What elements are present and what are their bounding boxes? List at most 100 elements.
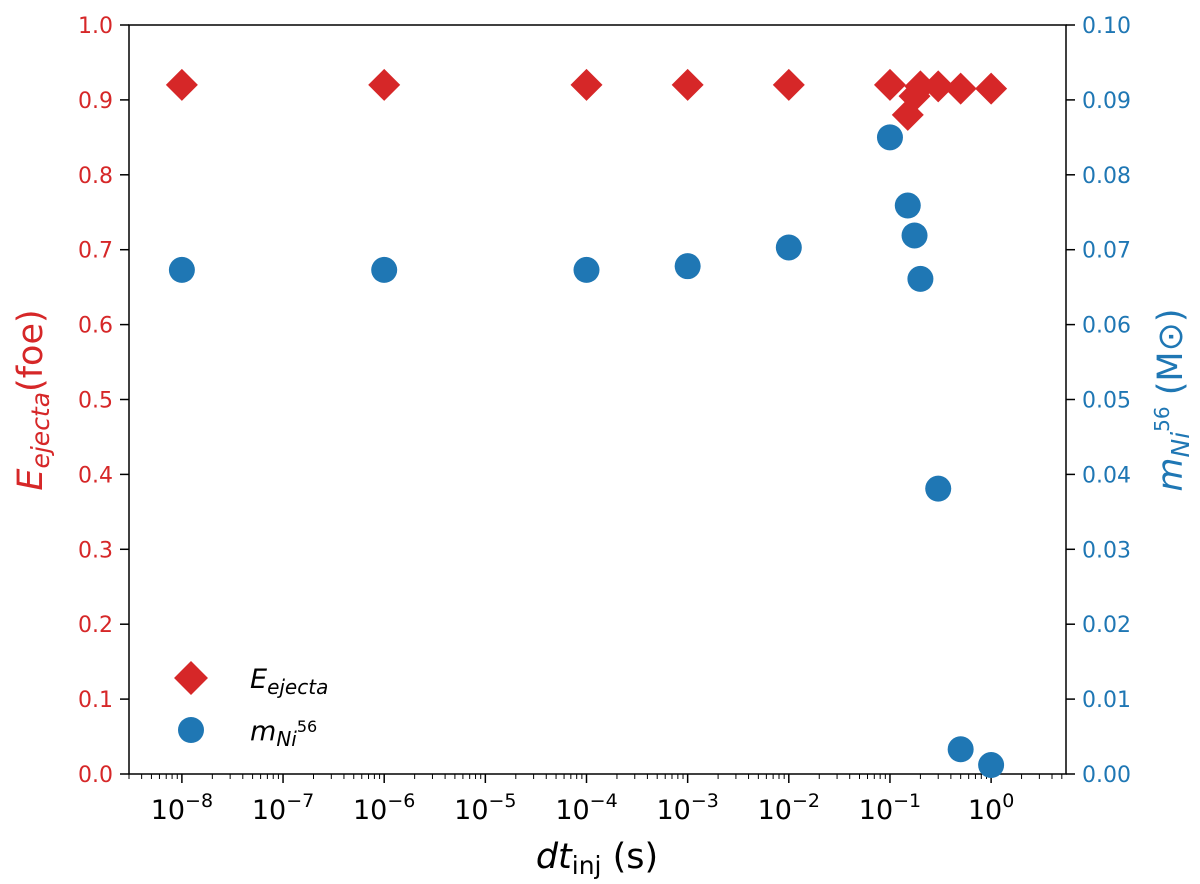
right-tick-label: 0.10 [1082,14,1131,39]
legend-marker-e-ejecta [174,661,208,695]
x-tick-label-base: 10 [758,795,792,826]
x-tick-label-base: 10 [353,795,387,826]
right-tick-label: 0.08 [1082,164,1131,189]
x-tick-label: 10−8 [151,790,213,826]
e-ejecta-point [165,68,198,101]
m-ni56-point [371,256,398,283]
series-layer [165,68,1008,779]
right-tick-label: 0.02 [1082,613,1131,638]
m-ni56-point [573,256,600,283]
left-axis-title-sub: ejecta [26,392,55,469]
left-axis-title-unit: (foe) [11,309,51,392]
left-tick-label: 0.9 [78,89,113,114]
x-tick-label-exp: −2 [792,790,820,812]
x-axis-title: dtinj (s) [536,837,658,880]
left-tick-label: 0.5 [78,389,113,414]
left-axis-ticks: 0.0 0.1 0.2 0.3 0.4 0.5 0.6 0.7 0.8 0.9 1.0 [78,14,129,788]
x-tick-label-base: 10 [555,795,589,826]
right-tick-label: 0.04 [1082,463,1131,488]
left-tick-label: 0.2 [78,613,113,638]
left-tick-label: 0.6 [78,314,113,339]
e-ejecta-point [975,72,1008,105]
x-tick-label: 10−5 [454,790,516,826]
x-axis-title-sub: inj [572,851,602,880]
x-tick-label-exp: −3 [691,790,719,812]
x-tick-label-base: 10 [151,795,185,826]
x-tick-label: 10−7 [252,790,314,826]
x-tick-label-base: 10 [454,795,488,826]
m-ni56-point [925,475,952,502]
left-tick-label: 0.7 [78,239,113,264]
right-tick-label: 0.06 [1082,314,1131,339]
x-tick-label-base: 10 [859,795,893,826]
legend-e-main: E [250,664,267,695]
e-ejecta-point [772,68,805,101]
x-tick-label: 100 [968,790,1014,826]
left-axis-title: Eejecta(foe) [11,309,55,490]
right-tick-label: 0.00 [1082,763,1131,788]
x-tick-label-base: 10 [968,795,1002,826]
x-tick-label-exp: −8 [185,790,213,812]
left-axis-title-main: E [11,468,51,491]
right-tick-label: 0.03 [1082,538,1131,563]
legend-m-sub: Ni [276,727,297,751]
legend-label-e-ejecta: Eejecta [250,664,328,699]
left-tick-label: 0.3 [78,538,113,563]
e-ejecta-point [904,70,937,103]
e-ejecta-point [922,70,955,103]
right-axis-title-sub: Ni [1166,432,1195,458]
m-ni56-point [674,253,701,280]
legend-m-main: m [250,716,276,747]
right-tick-label: 0.07 [1082,239,1131,264]
x-tick-label-exp: −7 [286,790,314,812]
plot-area [128,24,1067,775]
legend-marker-m-ni56 [178,717,204,743]
x-tick-label-exp: −6 [387,790,415,812]
m-ni56-point [907,265,934,292]
m-ni56-point [775,234,802,261]
x-axis-ticks: 10−8 10−7 10−6 10−5 10−4 10−3 10−2 10−1 100 [128,774,1063,826]
right-tick-label: 0.05 [1082,389,1131,414]
right-tick-label: 0.01 [1082,688,1131,713]
right-axis-ticks: 0.00 0.01 0.02 0.03 0.04 0.05 0.06 0.07 0.08 0.09… [1066,14,1131,788]
x-tick-label-base: 10 [656,795,690,826]
e-ejecta-point [368,68,401,101]
x-axis-title-main: dt [536,837,573,877]
x-axis-title-unit: (s) [602,837,659,877]
m-ni56-point [901,222,928,249]
e-ejecta-point [570,68,603,101]
right-axis-title-sup: 56 [1150,406,1174,431]
x-tick-label-exp: 0 [1002,790,1014,812]
e-ejecta-point [944,72,977,105]
x-tick-label: 10−6 [353,790,415,826]
x-tick-label: 10−2 [758,790,820,826]
m-ni56-point [894,192,921,219]
m-ni56-point [978,752,1005,779]
right-tick-label: 0.09 [1082,89,1131,114]
e-ejecta-point [671,68,704,101]
legend-label-m-ni56: mNi56 [250,716,317,751]
m-ni56-point [876,124,903,151]
e-ejecta-point [873,68,906,101]
m-ni56-point [168,256,195,283]
left-tick-label: 0.1 [78,688,113,713]
x-tick-label-base: 10 [252,795,286,826]
right-axis-title: mNi56 (M⊙) [1150,308,1195,491]
left-tick-label: 1.0 [78,14,113,39]
right-axis-title-unit: (M⊙) [1151,308,1191,406]
x-tick-label-exp: −4 [590,790,618,812]
legend: Eejecta mNi56 [174,661,328,751]
x-tick-label-exp: −5 [489,790,517,812]
x-tick-label: 10−3 [656,790,718,826]
left-tick-label: 0.0 [78,763,113,788]
left-tick-label: 0.8 [78,164,113,189]
x-tick-label-exp: −1 [893,790,921,812]
left-tick-label: 0.4 [78,463,113,488]
legend-m-sup: 56 [297,717,317,736]
m-ni56-point [947,736,974,763]
legend-e-sub: ejecta [267,675,328,699]
x-tick-label: 10−4 [555,790,617,826]
x-tick-label: 10−1 [859,790,921,826]
right-axis-title-main: m [1151,457,1191,491]
